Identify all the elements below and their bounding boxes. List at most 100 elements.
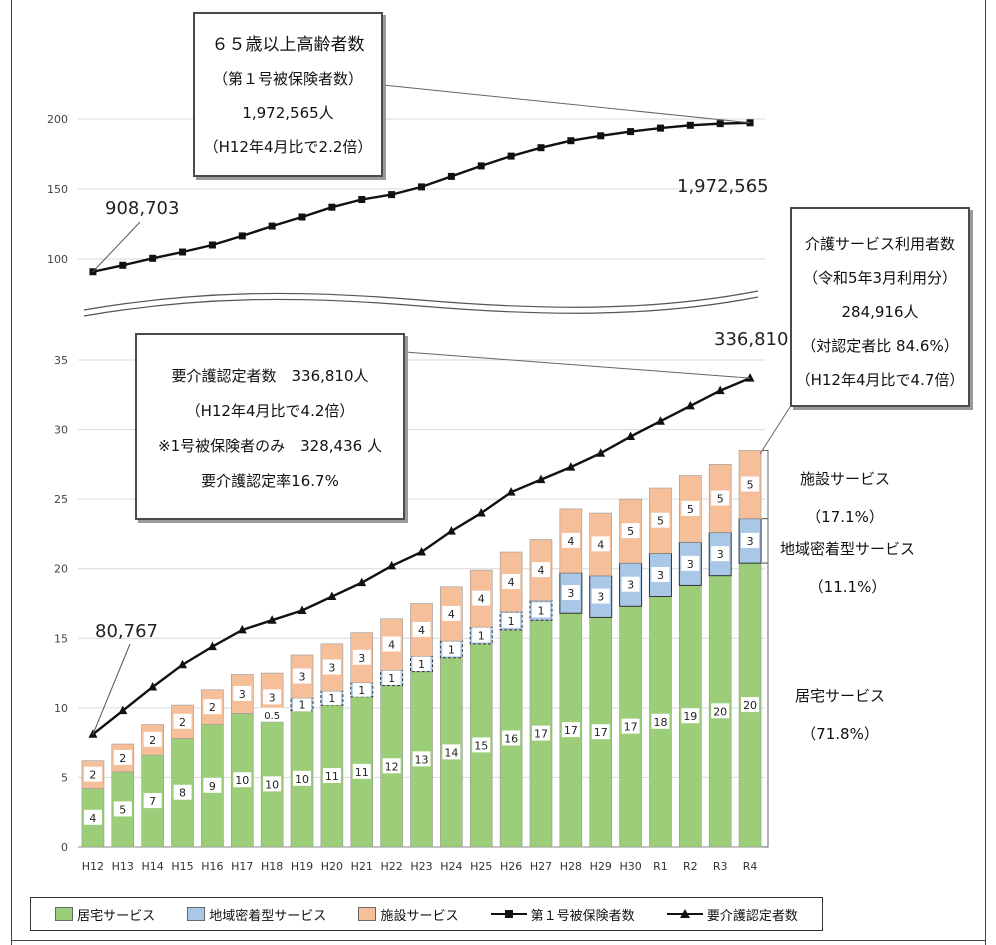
bar-label-background [293,770,312,786]
bar-label-background [681,500,700,516]
bar-value-label: 5 [747,479,754,492]
y-tick-label-bottom: 15 [54,632,68,645]
bar-value-label: 12 [385,760,399,773]
bar-label-background [143,793,162,809]
users-callout-leader [759,406,791,455]
legend-item-facility: 施設サービス [358,905,458,924]
side-label-community-name: 地域密着型サービス [779,540,915,558]
bar-value-label: 11 [325,770,339,783]
y-tick-label-bottom: 35 [54,354,68,367]
x-tick-label: H21 [351,860,373,873]
x-tick-label: H24 [440,860,462,873]
bar-label-background [621,718,640,734]
y-tick-label-top: 100 [47,253,68,266]
bar-value-label: 3 [567,587,574,600]
callout-users-value: 284,916人 [841,303,919,321]
callout-users-period: （令和5年3月利用分） [802,269,958,287]
x-tick-label: H23 [410,860,432,873]
legend-swatch-facility [358,907,377,921]
h18-community-note: 0.5 [264,711,280,722]
frame-left-border [11,0,12,945]
bar-label-background [681,708,700,724]
bar-value-label: 20 [743,699,757,712]
marker-certified-point [237,624,247,634]
x-tick-label: H30 [619,860,641,873]
x-tick-label: R4 [743,860,758,873]
bar-label-background [293,668,312,684]
bar-label-background [203,777,222,793]
legend-label-insured: 第１号被保険者数 [530,908,635,924]
insured-start-label: 908,703 [105,198,179,219]
y-tick-label-top: 150 [47,183,68,196]
bar-label-background [651,713,670,729]
callout-users-title: 介護サービス利用者数 [804,235,955,253]
legend-item-home: 居宅サービス [55,905,155,924]
bar-label-background [322,659,341,675]
legend-label-home: 居宅サービス [77,908,156,924]
bar-label-background [711,490,730,506]
legend-label-facility: 施設サービス [380,908,459,924]
bar-label-background [382,758,401,774]
marker-insured-point [507,152,515,160]
bar-label-background [233,685,252,701]
side-label-community-pct: （11.1%） [808,578,887,596]
marker-certified-point [506,487,516,496]
x-tick-label: R2 [683,860,698,873]
marker-insured-point [656,124,664,132]
bar-label-background [472,737,491,753]
x-tick-label: H19 [291,860,313,873]
bar-label-background [561,532,580,548]
marker-certified-point [536,474,546,484]
bar-value-label: 10 [235,774,249,787]
marker-insured-point [567,137,575,145]
bar-value-label: 17 [564,724,578,737]
marker-insured-point [418,183,425,191]
x-tick-label: H20 [321,860,343,873]
bar-label-background [741,532,760,548]
marker-certified-point [596,448,606,457]
marker-insured-point [597,132,605,140]
y-tick-label-bottom: 0 [61,841,68,854]
bar-value-label: 3 [597,591,604,604]
bar-value-label: 3 [747,535,754,548]
x-tick-label: H18 [261,860,283,873]
bar-value-label: 1 [478,630,485,643]
certified-end-label: 336,810 [714,329,788,350]
bar-label-background [621,576,640,592]
bar-value-label: 1 [358,684,365,697]
legend-label-community: 地域密着型サービス [209,908,327,924]
bar-label-background [741,476,760,492]
bar-value-label: 5 [119,803,126,816]
bar-value-label: 15 [474,739,488,752]
bar-label-background [681,555,700,571]
marker-certified-point [446,526,456,535]
bar-value-label: 10 [295,773,309,786]
bar-value-label: 4 [89,812,96,825]
x-tick-label: R1 [653,860,668,873]
bar-label-background [263,776,282,792]
x-tick-label: H13 [112,860,134,873]
bar-value-label: 8 [179,787,186,800]
bar-value-label: 3 [657,569,664,582]
bar-value-label: 19 [683,710,697,723]
callout-elderly-ratio: （H12年4月比で2.2倍） [203,138,373,156]
bar-value-label: 10 [265,778,279,791]
bar-label-background [651,566,670,582]
x-tick-label: H12 [82,860,104,873]
bar-label-background [591,588,610,604]
callout-elderly-count: ６５歳以上高齢者数 （第１号被保険者数） 1,972,565人 （H12年4月比… [193,12,383,177]
callout-elderly-value: 1,972,565人 [242,104,334,122]
bar-value-label: 5 [627,525,634,538]
bar-value-label: 17 [624,721,638,734]
x-tick-label: H27 [530,860,552,873]
bar-value-label: 11 [355,766,369,779]
bar-label-background [233,772,252,788]
legend-item-certified: 要介護認定者数 [666,905,798,924]
marker-insured-point [208,241,216,249]
bar-value-label: 2 [149,734,156,747]
callout-users-ratio: （H12年4月比で4.7倍） [795,371,965,389]
y-tick-label-bottom: 25 [54,493,68,506]
bar-label-background [502,730,521,746]
marker-certified-point [267,615,277,624]
